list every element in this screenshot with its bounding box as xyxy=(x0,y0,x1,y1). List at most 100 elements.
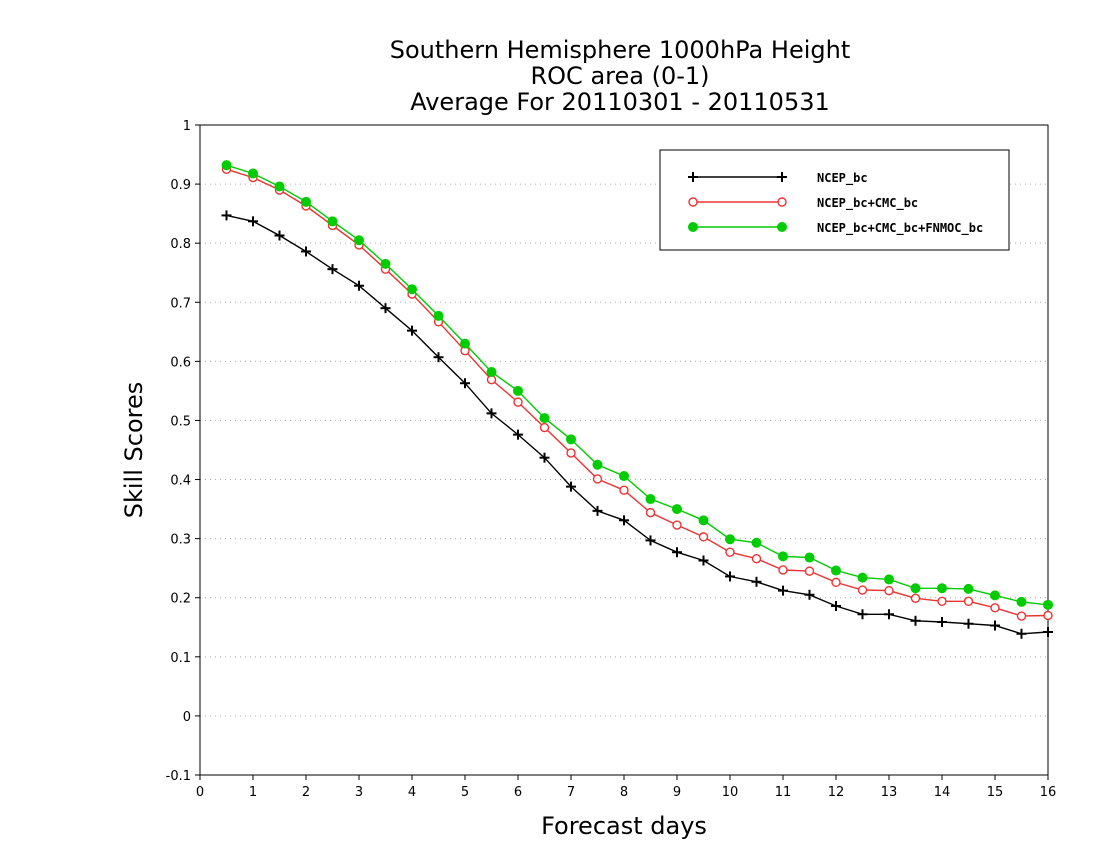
data-point xyxy=(778,585,788,596)
data-point xyxy=(380,258,391,269)
data-point xyxy=(486,367,497,377)
data-point xyxy=(698,515,709,526)
data-point xyxy=(963,618,974,629)
data-point xyxy=(566,448,576,458)
data-point xyxy=(804,589,815,600)
legend-entry-2: NCEP_bc+CMC_bc xyxy=(688,196,918,211)
data-point xyxy=(566,434,576,445)
data-point xyxy=(433,310,444,321)
data-point xyxy=(751,537,762,548)
data-point xyxy=(990,603,1000,613)
data-point xyxy=(327,216,338,227)
chart-title: Southern Hemisphere 1000hPa Height ROC a… xyxy=(390,36,850,116)
data-point xyxy=(274,230,285,241)
data-point xyxy=(1016,611,1027,621)
title-line-3: Average For 20110301 - 20110531 xyxy=(410,88,830,116)
grid-lines xyxy=(200,183,1048,717)
data-point xyxy=(619,485,629,495)
x-tick-label: 10 xyxy=(722,785,739,800)
series-layer xyxy=(221,160,1053,639)
data-point xyxy=(460,338,470,349)
y-axis-label: Skill Scores xyxy=(120,382,148,519)
data-point xyxy=(407,284,417,295)
x-axis-label: Forecast days xyxy=(541,812,707,840)
y-tick-label: 0.4 xyxy=(170,474,191,489)
data-point xyxy=(354,280,364,291)
y-tick-label: 0.5 xyxy=(170,414,191,429)
y-tick-label: 0.2 xyxy=(170,592,191,607)
data-point xyxy=(433,352,444,363)
data-point xyxy=(1043,599,1053,610)
data-point xyxy=(778,551,788,562)
legend-label: NCEP_bc+CMC_bc+FNMOC_bc xyxy=(817,221,983,236)
legend-marker xyxy=(688,172,698,182)
y-tick-label: 1 xyxy=(183,119,191,134)
y-tick-label: 0 xyxy=(183,710,191,725)
data-point xyxy=(1043,610,1053,621)
data-point xyxy=(831,565,841,576)
legend-marker xyxy=(777,222,787,232)
x-tick-label: 7 xyxy=(567,785,575,800)
data-point xyxy=(221,160,232,171)
data-point xyxy=(380,303,391,314)
data-point xyxy=(725,571,735,582)
y-axis-ticks: -0.1 0 0.1 0.2 0.3 0.4 0.5 0.6 0.7 0.8 0.9 1 xyxy=(166,119,200,784)
data-point xyxy=(672,504,682,515)
x-tick-label: 14 xyxy=(934,785,951,800)
data-point xyxy=(857,609,868,620)
x-axis-ticks: 0 1 2 3 4 5 6 7 8 9 10 11 12 13 14 15 16 xyxy=(196,775,1056,800)
y-tick-label: 0.8 xyxy=(170,237,191,252)
data-point xyxy=(831,577,841,588)
legend-entry-1: NCEP_bc xyxy=(688,171,868,186)
data-point xyxy=(884,585,894,596)
data-point xyxy=(274,181,285,192)
y-tick-label: -0.1 xyxy=(166,769,191,784)
title-line-2: ROC area (0-1) xyxy=(530,62,709,90)
data-point xyxy=(539,452,550,463)
data-point xyxy=(990,620,1000,631)
data-point xyxy=(857,585,868,595)
data-point xyxy=(407,325,417,336)
data-point xyxy=(804,566,815,576)
legend-marker xyxy=(777,197,787,207)
data-point xyxy=(645,535,656,546)
data-point xyxy=(672,520,682,530)
y-tick-label: 0.1 xyxy=(170,651,191,666)
x-tick-label: 2 xyxy=(302,785,310,800)
x-tick-label: 6 xyxy=(514,785,522,800)
x-tick-label: 16 xyxy=(1040,785,1057,800)
legend: NCEP_bc NCEP_bc+CMC_bc NCEP_bc+CMC_bc+FNMO… xyxy=(659,149,1010,251)
data-point xyxy=(539,413,550,424)
data-point xyxy=(963,583,974,594)
data-point xyxy=(1016,596,1027,607)
y-tick-label: 0.9 xyxy=(170,178,191,193)
data-point xyxy=(513,385,523,396)
series-3 xyxy=(221,160,1053,610)
x-tick-label: 15 xyxy=(987,785,1004,800)
data-point xyxy=(354,235,364,246)
x-tick-label: 4 xyxy=(408,785,416,800)
data-point xyxy=(698,532,709,542)
data-point xyxy=(910,615,921,626)
y-tick-label: 0.6 xyxy=(170,355,191,370)
legend-label: NCEP_bc+CMC_bc xyxy=(817,196,918,211)
legend-marker xyxy=(688,222,698,232)
x-tick-label: 3 xyxy=(355,785,363,800)
legend-entry-3: NCEP_bc+CMC_bc+FNMOC_bc xyxy=(688,221,983,236)
data-point xyxy=(619,515,629,526)
data-point xyxy=(301,196,311,207)
data-point xyxy=(1016,628,1027,639)
legend-label: NCEP_bc xyxy=(817,171,868,186)
data-point xyxy=(698,555,709,566)
data-point xyxy=(937,583,947,594)
data-point xyxy=(1043,627,1053,637)
data-point xyxy=(592,459,603,470)
x-tick-label: 12 xyxy=(828,785,845,800)
legend-box xyxy=(659,149,1010,251)
data-point xyxy=(910,583,921,594)
data-point xyxy=(725,547,735,557)
x-tick-label: 11 xyxy=(775,785,792,800)
data-point xyxy=(884,609,894,620)
data-point xyxy=(486,408,497,419)
